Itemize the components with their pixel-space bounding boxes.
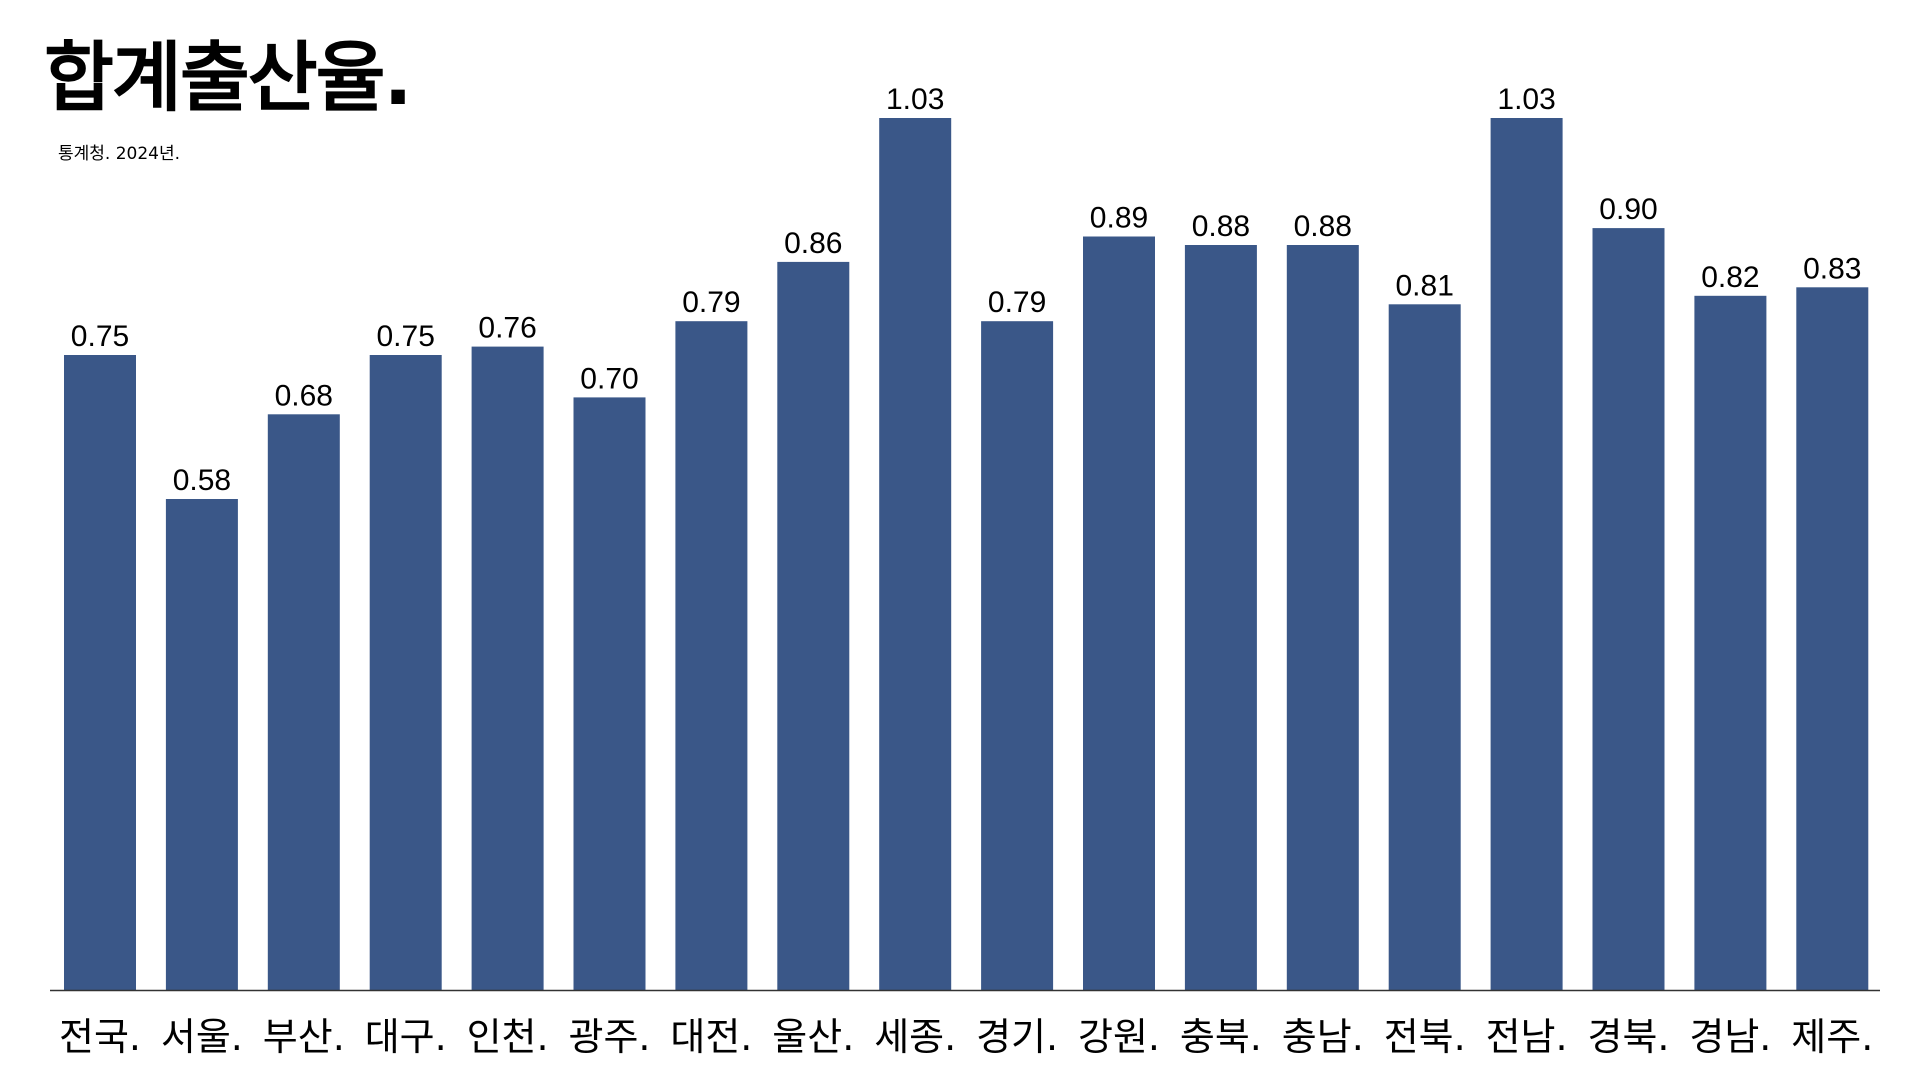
category-label-14: 전남.: [1486, 1015, 1568, 1059]
category-label-2: 부산.: [263, 1015, 345, 1059]
value-label-17: 0.83: [1803, 252, 1861, 285]
category-label-12: 충남.: [1282, 1015, 1364, 1059]
bars-group: [64, 118, 1869, 991]
value-label-9: 0.79: [988, 286, 1046, 319]
value-labels-group: 0.75 0.58 0.68 0.75 0.76 0.70 0.79 0.86 1.03 0.79…: [71, 83, 1862, 497]
value-label-8: 1.03: [886, 83, 944, 116]
bar-17: [1796, 287, 1869, 990]
category-label-1: 서울.: [161, 1015, 243, 1059]
category-label-9: 경기.: [976, 1015, 1058, 1059]
category-label-5: 광주.: [569, 1015, 651, 1059]
bar-10: [1083, 236, 1155, 990]
category-label-10: 강원.: [1078, 1015, 1160, 1059]
value-label-16: 0.82: [1701, 261, 1759, 294]
bar-7: [777, 261, 850, 990]
category-label-4: 인천.: [467, 1015, 549, 1059]
bar-1: [165, 499, 238, 990]
bar-12: [1286, 245, 1359, 990]
bar-5: [573, 397, 646, 990]
category-label-6: 대전.: [670, 1015, 752, 1059]
value-label-7: 0.86: [784, 227, 842, 260]
category-label-15: 경북.: [1588, 1015, 1670, 1059]
bar-13: [1388, 304, 1461, 990]
chart-subtitle: 통계청. 2024년.: [58, 144, 181, 164]
value-label-1: 0.58: [173, 464, 231, 497]
category-label-17: 제주.: [1791, 1015, 1873, 1059]
value-label-4: 0.76: [478, 312, 536, 345]
value-label-15: 0.90: [1599, 193, 1657, 226]
bar-14: [1490, 118, 1563, 990]
category-label-16: 경남.: [1689, 1015, 1771, 1059]
category-label-3: 대구.: [365, 1015, 447, 1059]
category-label-13: 전북.: [1384, 1015, 1466, 1059]
bar-4: [471, 346, 544, 991]
bar-0: [64, 355, 136, 990]
bar-8: [879, 118, 952, 990]
value-label-13: 0.81: [1396, 269, 1454, 302]
value-label-0: 0.75: [71, 320, 129, 353]
bar-3: [369, 355, 442, 990]
value-label-11: 0.88: [1192, 210, 1250, 243]
value-label-2: 0.68: [275, 379, 333, 412]
category-labels-group: 전국. 서울. 부산. 대구. 인천. 광주. 대전. 울산. 세종. 경기. 강원. 충북. 충남. 전…: [59, 1015, 1873, 1059]
category-label-8: 세종.: [874, 1015, 956, 1059]
value-label-14: 1.03: [1497, 83, 1555, 116]
value-label-12: 0.88: [1294, 210, 1352, 243]
category-label-0: 전국.: [59, 1015, 141, 1059]
value-label-5: 0.70: [580, 362, 638, 395]
bar-6: [675, 321, 748, 990]
value-label-3: 0.75: [377, 320, 435, 353]
category-label-7: 울산.: [772, 1015, 854, 1059]
value-label-6: 0.79: [682, 286, 740, 319]
category-label-11: 충북.: [1180, 1015, 1262, 1059]
bar-16: [1694, 295, 1767, 990]
chart-title: 합계출산율.: [44, 33, 412, 122]
bar-9: [981, 321, 1054, 990]
bar-15: [1592, 228, 1665, 991]
bar-11: [1184, 245, 1257, 990]
value-label-10: 0.89: [1090, 202, 1148, 235]
bar-2: [267, 414, 340, 990]
